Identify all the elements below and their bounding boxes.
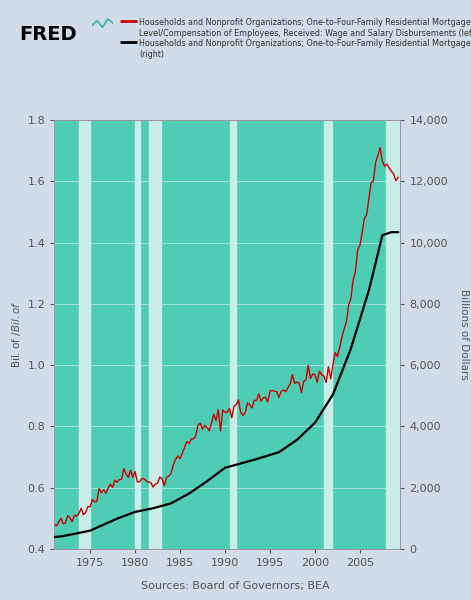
Bar (386, 120, 400, 549)
Text: Sources: Board of Governors; BEA: Sources: Board of Governors; BEA (141, 581, 330, 591)
Bar (79, 120, 90, 549)
Bar (135, 120, 139, 549)
Bar (324, 120, 332, 549)
Y-axis label: Bil. of $/Bil. of $: Bil. of $/Bil. of $ (10, 301, 23, 368)
Bar (229, 120, 236, 549)
Text: Households and Nonprofit Organizations; One-to-Four-Family Residential Mortgages: Households and Nonprofit Organizations; … (139, 18, 471, 38)
Text: FRED: FRED (19, 25, 76, 44)
Text: Households and Nonprofit Organizations; One-to-Four-Family Residential Mortgages: Households and Nonprofit Organizations; … (139, 39, 471, 59)
Bar (148, 120, 161, 549)
Y-axis label: Billions of Dollars: Billions of Dollars (459, 289, 469, 380)
